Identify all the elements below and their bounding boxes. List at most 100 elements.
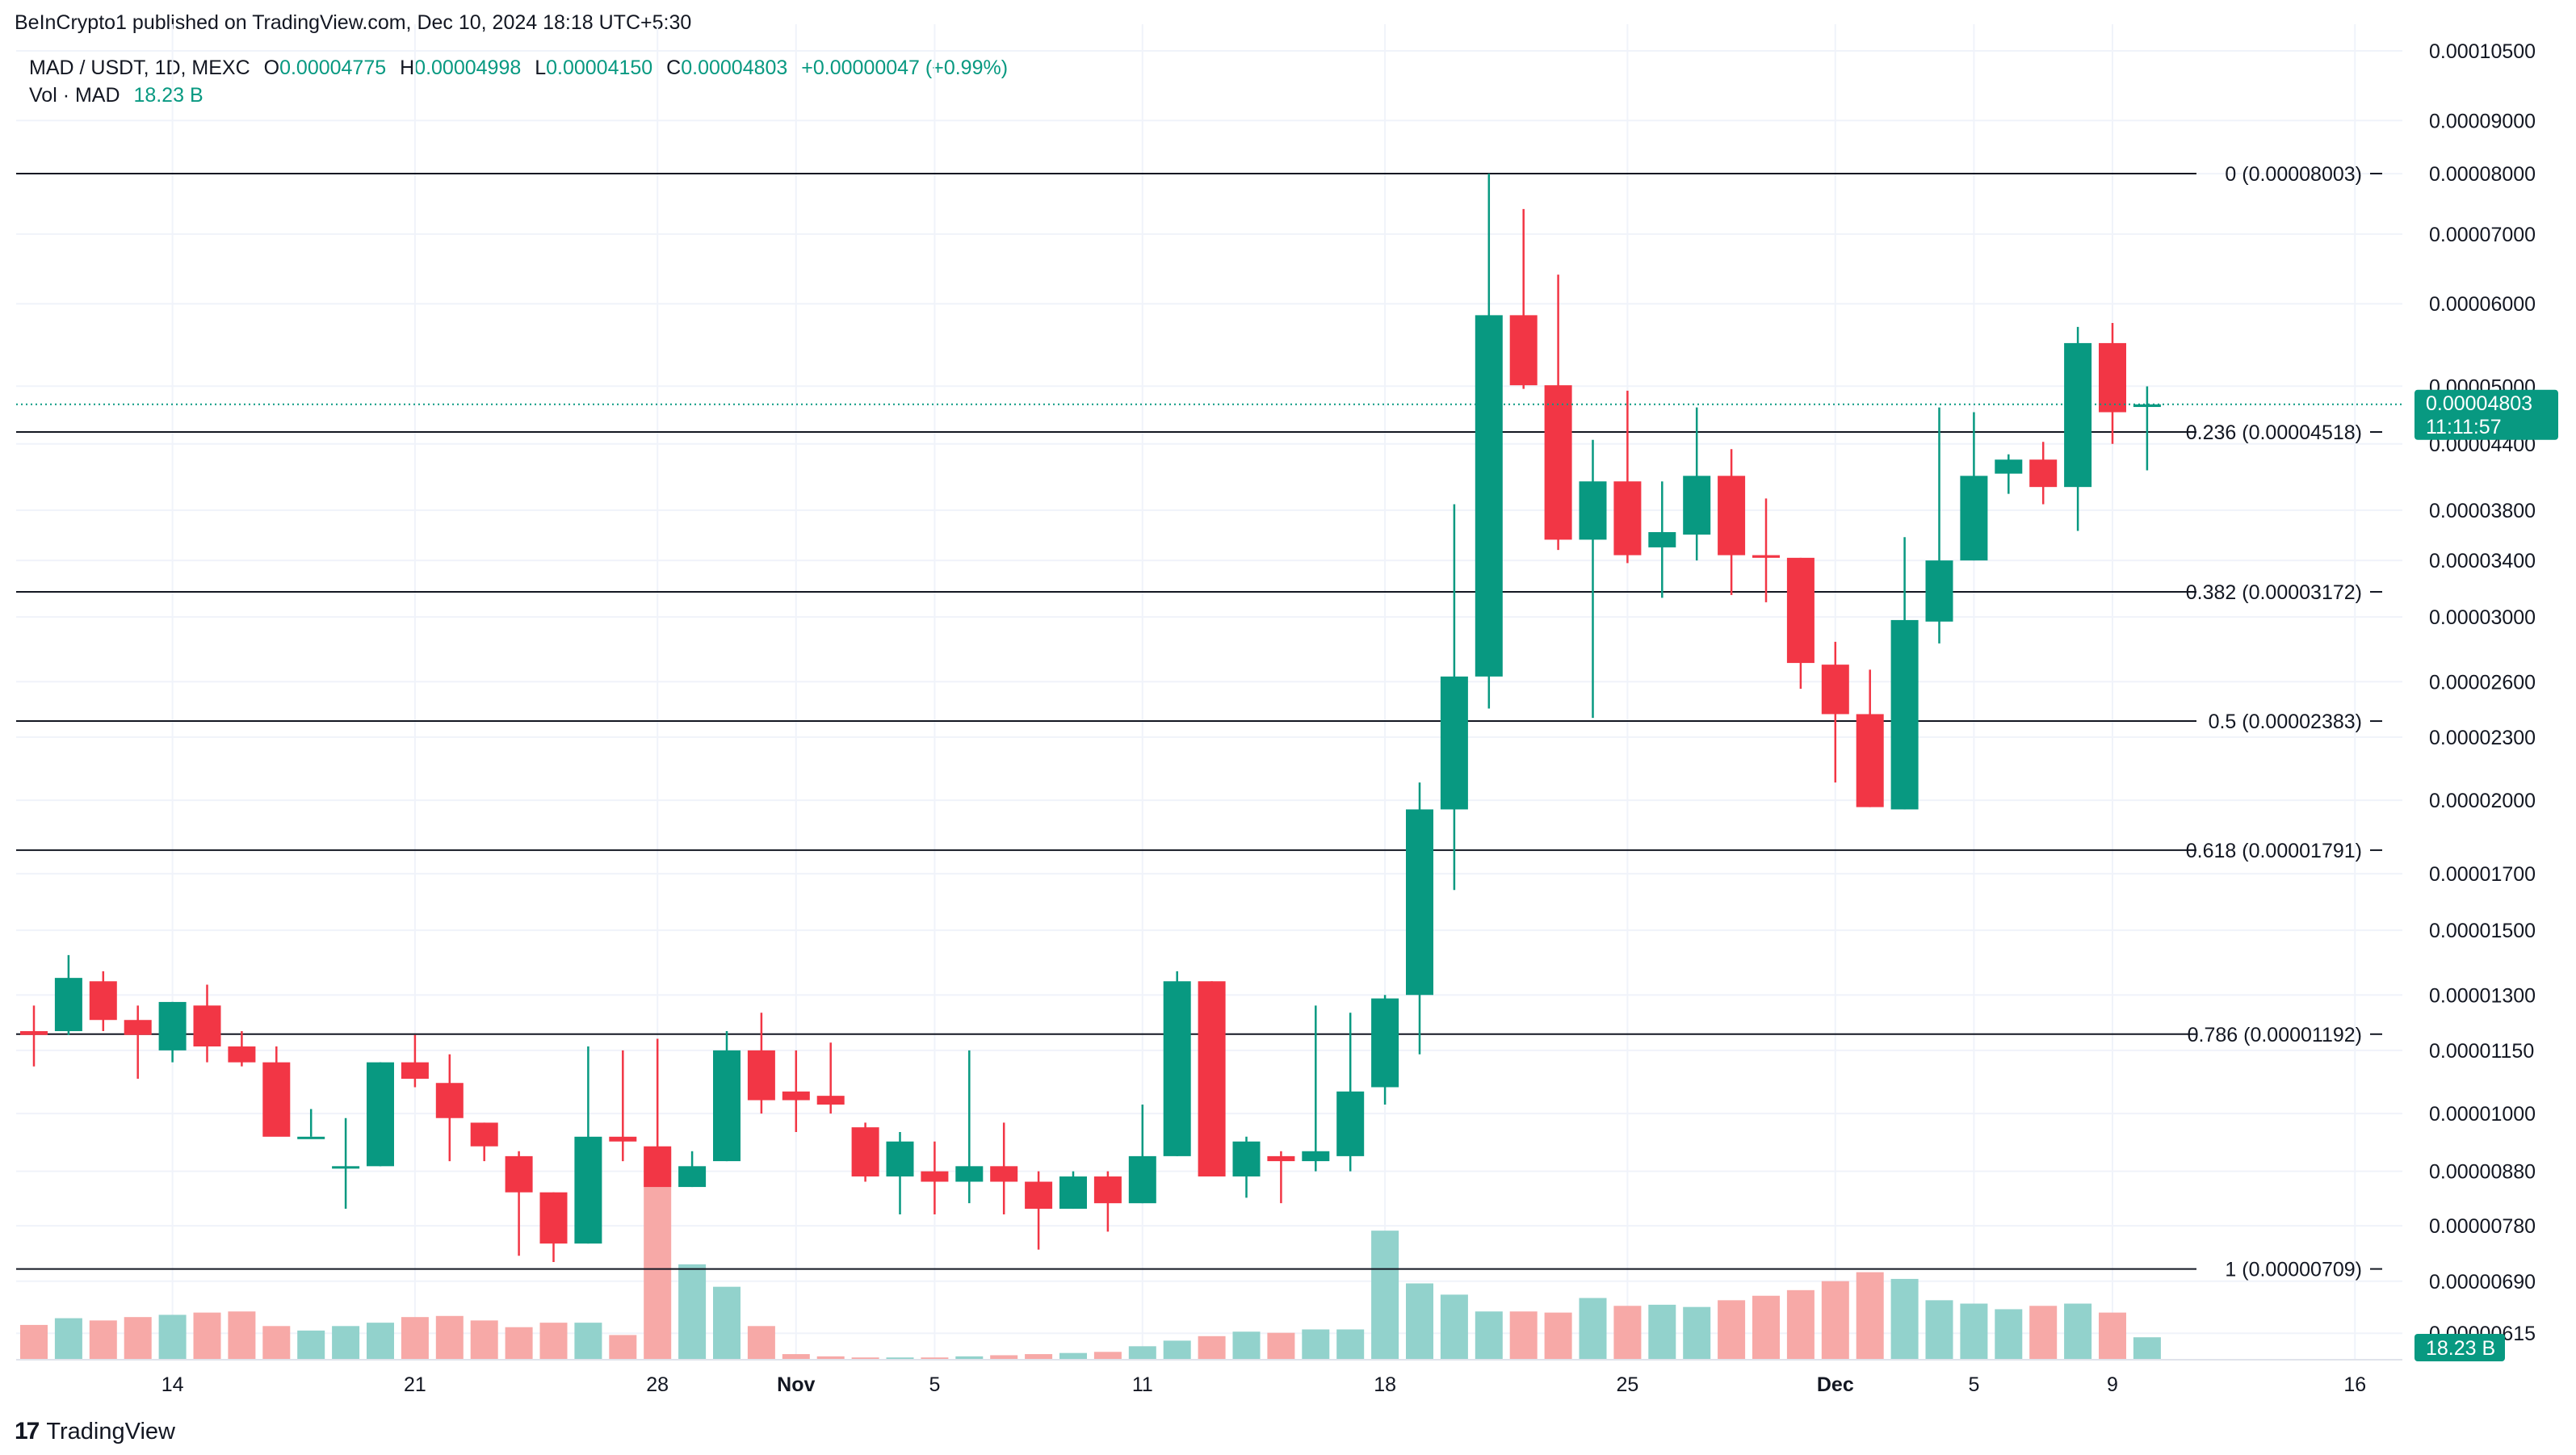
time-axis-label: 9 xyxy=(2107,1373,2118,1396)
candle-body xyxy=(921,1171,949,1182)
fib-level-label: 0.618 (0.00001791) xyxy=(2186,840,2362,862)
candle-body xyxy=(1683,476,1711,535)
volume-bar xyxy=(713,1286,740,1360)
candle-body xyxy=(2099,342,2126,413)
price-axis-label: 0.00002300 xyxy=(2429,727,2536,749)
volume-bar xyxy=(1093,1352,1122,1360)
candle-body xyxy=(1718,476,1746,556)
volume-bar xyxy=(367,1323,394,1360)
tradingview-brand[interactable]: 17 TradingView xyxy=(15,1418,175,1445)
volume-label[interactable]: Vol · MAD xyxy=(29,84,120,107)
price-axis-label: 0.00006000 xyxy=(2429,293,2536,316)
volume-bar xyxy=(54,1318,82,1360)
volume-bar xyxy=(990,1355,1018,1360)
volume-bar xyxy=(1648,1304,1676,1360)
symbol-label[interactable]: MAD / USDT, 1D, MEXC xyxy=(29,57,250,79)
volume-bar xyxy=(89,1320,117,1360)
volume-bar xyxy=(1509,1311,1538,1360)
open-label: O xyxy=(263,57,280,79)
volume-bar xyxy=(1336,1329,1365,1360)
candle-body xyxy=(1613,481,1642,556)
low-label: L xyxy=(535,57,547,79)
price-axis-label: 0.00001000 xyxy=(2429,1103,2536,1126)
tradingview-logo-icon: 17 xyxy=(15,1418,40,1445)
candle-body xyxy=(1890,619,1919,810)
time-axis-label: Dec xyxy=(1817,1373,1854,1396)
volume-bar xyxy=(1579,1298,1607,1360)
publisher-line: BeInCrypto1 published on TradingView.com… xyxy=(15,11,692,34)
price-axis-label: 0.00000880 xyxy=(2429,1161,2536,1184)
low-value: 0.00004150 xyxy=(546,57,653,79)
time-axis-label: Nov xyxy=(777,1373,815,1396)
last-price-tag xyxy=(2414,389,2558,440)
candle-body xyxy=(228,1046,256,1063)
volume-bar xyxy=(1406,1283,1433,1360)
time-axis-label: 11 xyxy=(1132,1373,1153,1396)
candle-body xyxy=(1544,385,1572,540)
volume-bar xyxy=(609,1335,637,1360)
candle-body xyxy=(1336,1091,1365,1156)
price-axis-label: 0.00000690 xyxy=(2429,1271,2536,1294)
candle-body xyxy=(1163,981,1191,1156)
bar-countdown: 11:11:57 xyxy=(2426,416,2502,438)
volume-bar xyxy=(1752,1295,1780,1360)
candle-body xyxy=(1440,676,1468,810)
volume-bar xyxy=(2099,1312,2126,1360)
price-axis-label: 0.00001300 xyxy=(2429,984,2536,1007)
volume-bar xyxy=(782,1354,810,1360)
volume-tag-value: 18.23 B xyxy=(2426,1337,2495,1360)
candle-body xyxy=(124,1020,152,1035)
candle-body xyxy=(1093,1176,1122,1204)
volume-bar xyxy=(2133,1337,2161,1360)
candle-body xyxy=(158,1001,187,1050)
candle-body xyxy=(782,1091,810,1101)
candle-body xyxy=(1786,557,1815,664)
price-axis-label: 0.00007000 xyxy=(2429,224,2536,246)
candle-body xyxy=(297,1136,325,1139)
change-value: +0.00000047 (+0.99%) xyxy=(801,57,1009,79)
volume-bar xyxy=(2064,1303,2092,1360)
candle-body xyxy=(886,1141,914,1177)
high-label: H xyxy=(400,57,415,79)
volume-bar xyxy=(747,1326,775,1360)
fib-level-label: 0.382 (0.00003172) xyxy=(2186,581,2362,604)
volume-bar xyxy=(1198,1335,1226,1360)
candle-body xyxy=(1059,1176,1087,1210)
close-value: 0.00004803 xyxy=(681,57,788,79)
volume-bar xyxy=(1960,1303,1988,1360)
time-axis-label: 16 xyxy=(2343,1373,2366,1396)
high-value: 0.00004998 xyxy=(414,57,522,79)
candlestick-chart[interactable]: 0 (0.00008003) 0.236 (0.00004518) 0.382 (0… xyxy=(0,0,2576,1405)
volume-bar xyxy=(262,1326,291,1360)
volume-bar xyxy=(435,1315,464,1360)
candle-body xyxy=(990,1166,1018,1182)
volume-bar xyxy=(1232,1331,1261,1360)
price-axis-label: 0.00001700 xyxy=(2429,863,2536,886)
price-axis-label: 0.00002000 xyxy=(2429,790,2536,812)
volume-bar xyxy=(1890,1278,1919,1360)
volume-bar xyxy=(1475,1311,1503,1360)
last-price-value: 0.00004803 xyxy=(2426,392,2532,415)
time-axis-label: 28 xyxy=(646,1373,669,1396)
volume-bar xyxy=(1683,1306,1711,1360)
volume-bar xyxy=(1267,1332,1295,1360)
volume-bar xyxy=(574,1323,602,1360)
volume-bar xyxy=(1718,1300,1746,1360)
candle-body xyxy=(747,1050,775,1101)
volume-tag xyxy=(2414,1334,2505,1361)
close-label: C xyxy=(666,57,682,79)
candle-body xyxy=(1648,532,1676,547)
time-axis-label: 21 xyxy=(404,1373,426,1396)
time-axis-label: 5 xyxy=(929,1373,940,1396)
time-axis-label: 25 xyxy=(1616,1373,1638,1396)
price-axis-label: 0.00003400 xyxy=(2429,550,2536,572)
candle-body xyxy=(713,1050,740,1162)
volume-bar xyxy=(886,1357,914,1360)
candle-body xyxy=(1198,981,1226,1177)
volume-bar xyxy=(816,1356,845,1360)
candle-body xyxy=(1995,459,2023,474)
volume-bar xyxy=(539,1323,568,1360)
volume-bar xyxy=(1856,1272,1884,1360)
price-axis-label: 0.00010500 xyxy=(2429,40,2536,63)
candle-body xyxy=(1752,555,1780,558)
